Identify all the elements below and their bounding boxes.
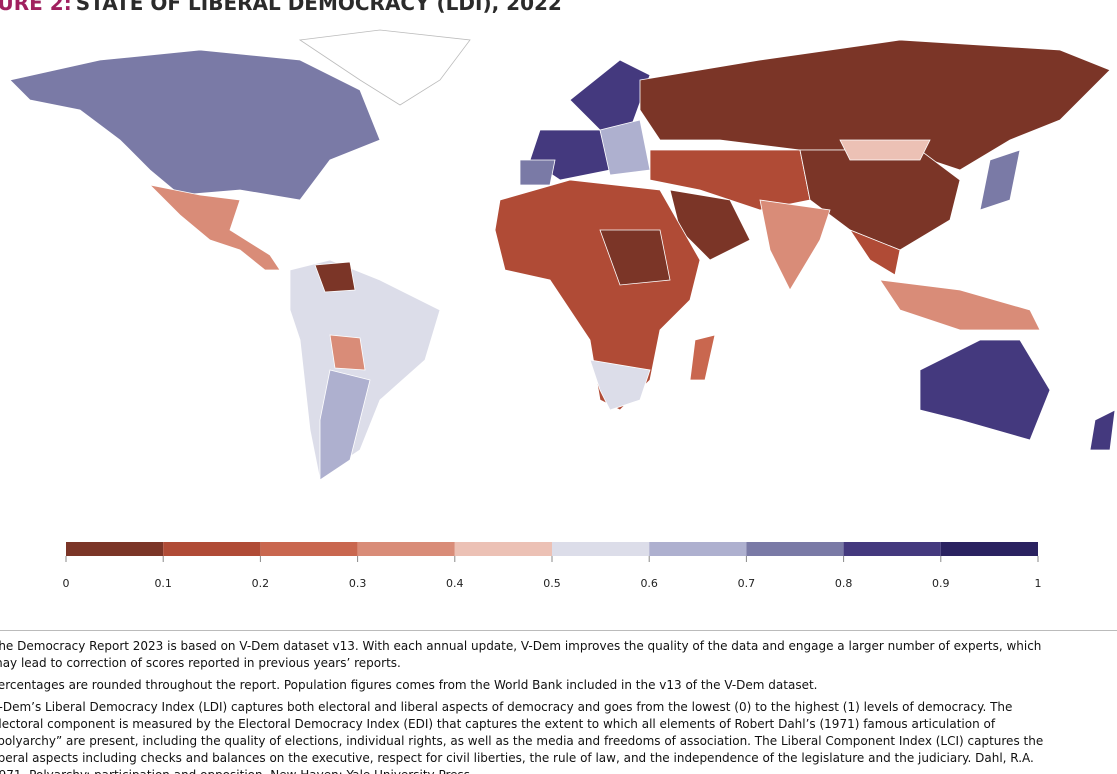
- north-america: [9, 49, 381, 201]
- figure-title: FIGURE 2:STATE OF LIBERAL DEMOCRACY (LDI…: [0, 0, 562, 15]
- legend-tick-label: 0: [63, 577, 70, 590]
- indonesia: [879, 279, 1041, 331]
- legend-tick-label: 0.9: [932, 577, 950, 590]
- argentina-chile: [319, 369, 371, 481]
- legend-swatch: [357, 542, 455, 556]
- madagascar: [689, 334, 716, 381]
- footnote: The Democracy Report 2023 is based on V-…: [0, 639, 1042, 670]
- australia: [919, 339, 1051, 441]
- scandinavia: [569, 59, 651, 131]
- legend-tick-label: 1: [1035, 577, 1042, 590]
- footnote: Percentages are rounded throughout the r…: [0, 678, 818, 692]
- world-map: [9, 29, 1116, 481]
- china: [799, 149, 961, 251]
- legend-swatch: [843, 542, 941, 556]
- india: [759, 199, 831, 291]
- iberia: [519, 159, 556, 186]
- separator: [0, 630, 1117, 631]
- new-zealand: [1089, 409, 1116, 451]
- legend-swatch: [454, 542, 552, 556]
- legend-swatch: [552, 542, 650, 556]
- legend-tick-label: 0.5: [543, 577, 561, 590]
- legend-swatch: [940, 542, 1038, 556]
- mongolia: [839, 139, 931, 161]
- legend: 0 0.1 0.2 0.3 0.4 0.5 0.6 0.7 0.8 0.9 1: [63, 542, 1042, 590]
- legend-swatch: [66, 542, 164, 556]
- map-figure: 0 0.1 0.2 0.3 0.4 0.5 0.6 0.7 0.8 0.9 1: [9, 29, 1116, 590]
- japan: [979, 149, 1021, 211]
- legend-tick-label: 0.3: [349, 577, 367, 590]
- legend-tick-label: 0.2: [252, 577, 270, 590]
- legend-swatch: [163, 542, 261, 556]
- figure-label: FIGURE 2:: [0, 0, 72, 15]
- greenland: [298, 29, 471, 106]
- bolivia: [329, 334, 366, 371]
- legend-tick-label: 0.1: [154, 577, 172, 590]
- southeast-asia: [848, 229, 901, 276]
- legend-swatch: [649, 542, 747, 556]
- footnote: V-Dem’s Liberal Democracy Index (LDI) ca…: [0, 700, 1044, 774]
- legend-tick-label: 0.4: [446, 577, 464, 590]
- mexico-central-america: [148, 184, 281, 271]
- legend-tick-label: 0.8: [835, 577, 853, 590]
- legend-swatch: [746, 542, 844, 556]
- russia: [639, 39, 1111, 171]
- southern-africa: [589, 359, 651, 411]
- venezuela: [314, 261, 356, 293]
- legend-tick-label: 0.6: [640, 577, 658, 590]
- notes: The Democracy Report 2023 is based on V-…: [0, 638, 1066, 774]
- title-text: STATE OF LIBERAL DEMOCRACY (LDI), 2022: [75, 0, 562, 15]
- legend-tick-label: 0.7: [738, 577, 756, 590]
- legend-swatch: [260, 542, 358, 556]
- central-africa: [599, 229, 671, 286]
